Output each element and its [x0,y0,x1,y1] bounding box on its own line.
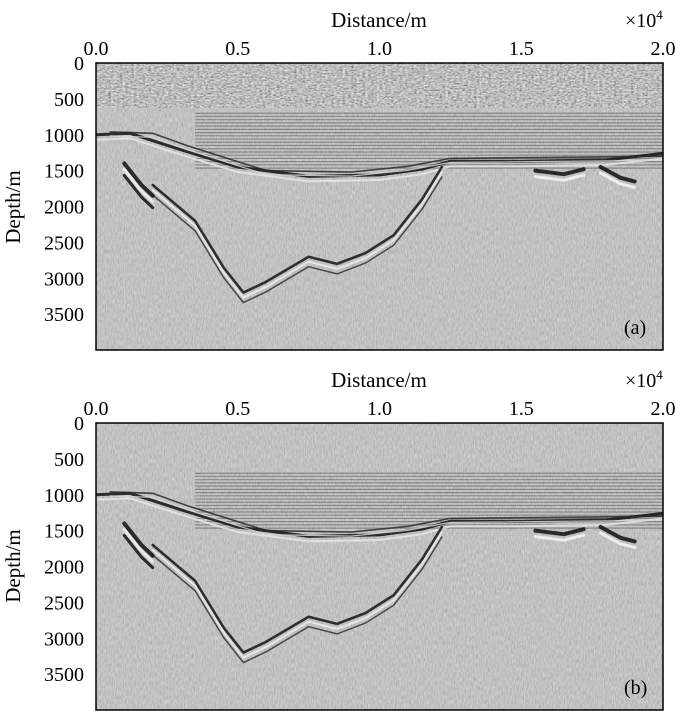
x-tick-label-b-1: 0.5 [225,398,250,420]
x-tick-labels-b: 0.0 0.5 1.0 1.5 2.0 [84,398,676,428]
x-tick-label-a-0: 0.0 [84,38,109,60]
y-tick-label-b-0: 0 [74,413,84,435]
x-tick-label-b-0: 0.0 [84,398,109,420]
reflector-right-bright-a-b-1 [533,533,586,542]
x-axis-title-a: Distance/m [331,8,427,32]
reflector-right-bright-a-a-0 [533,167,586,177]
y-tick-label-b-2: 1000 [44,485,84,507]
y-tick-label-a-1: 500 [54,89,84,111]
reflector-right-bright-b-b-0 [598,525,637,544]
y-tick-label-b-3: 1500 [44,521,84,543]
seismic-image-b [96,423,663,710]
reflector-basement-a-0 [151,165,444,294]
reflector-basement-a-1 [151,171,443,299]
reflector-layer-1-a-1 [109,135,663,177]
y-tick-label-a-3: 1500 [44,161,84,183]
reflector-left-dip-a-1 [122,167,155,204]
reflector-layer-1-b-0 [109,491,663,533]
reflector-right-bright-a-b-0 [533,527,586,537]
seismic-image-a [96,63,663,350]
x-tick-label-b-3: 1.5 [509,398,534,420]
reflector-left-dip-a-0 [122,161,155,198]
reflector-left-dip-b-2 [122,534,155,570]
x-tick-label-a-4: 2.0 [651,38,676,60]
panel-label-b: (b) [624,677,647,699]
y-tick-label-b-6: 3000 [44,628,84,650]
y-tick-label-a-5: 2500 [44,232,84,254]
panel-b: Distance/m ×104 0.0 0.5 1.0 1.5 2.0 0 500 1000… [1,367,676,711]
panel-a: Distance/m ×104 0.0 0.5 1.0 1.5 2.0 0 500 1000… [1,7,676,351]
reflectors-b [96,472,663,664]
y-tick-label-a-7: 3500 [44,304,84,326]
reflector-water-bottom-a-1 [96,137,663,183]
y-tick-label-b-7: 3500 [44,664,84,686]
y-tick-label-b-4: 2000 [44,557,84,579]
y-axis-title-b: Depth/m [1,529,25,603]
reflector-right-bright-a-a-1 [533,173,586,182]
seismic-grain-b [96,423,663,710]
y-tick-labels-b: 0 500 1000 1500 2000 2500 3000 3500 [44,413,101,686]
x-axis-title-b: Distance/m [331,368,427,392]
x-tick-label-a-2: 1.0 [367,38,392,60]
y-tick-label-a-4: 2000 [44,197,84,219]
reflector-layer-1-a-0 [109,131,663,173]
x-tick-label-b-4: 2.0 [651,398,676,420]
reflector-basement-a-2 [151,176,443,304]
surface-noise-a [96,63,663,108]
x-multiplier-a: ×104 [625,7,663,32]
panel-label-a: (a) [624,317,646,339]
reflector-right-bright-b-a-0 [598,165,637,184]
reflector-basement-b-2 [151,536,443,664]
y-tick-label-a-6: 3000 [44,268,84,290]
x-tick-label-a-1: 0.5 [225,38,250,60]
plot-frame-a [95,62,664,351]
y-tick-label-a-0: 0 [74,53,84,75]
y-tick-label-b-1: 500 [54,449,84,471]
reflector-left-dip-a-2 [122,173,155,210]
seismic-grain-a [96,63,663,350]
y-tick-label-a-2: 1000 [44,125,84,147]
reflector-basement-b-0 [151,525,444,654]
y-tick-labels-a: 0 500 1000 1500 2000 2500 3000 3500 [44,53,101,326]
reflector-basement-b-1 [151,531,443,659]
y-axis-title-a: Depth/m [1,170,25,244]
reflectors-a [96,112,663,304]
x-tick-label-a-3: 1.5 [509,38,534,60]
reflector-left-dip-b-1 [122,528,155,564]
reflector-right-bright-b-b-1 [599,531,637,549]
reflector-layer-1-b-1 [109,495,663,537]
plot-frame-b [95,422,664,711]
reflector-right-bright-b-a-1 [599,171,637,189]
surface-noise-b [96,423,663,453]
x-multiplier-b: ×104 [625,367,663,392]
x-tick-label-b-2: 1.0 [367,398,392,420]
reflector-water-bottom-b-1 [96,497,663,543]
reflector-left-dip-b-0 [122,521,155,558]
y-tick-label-b-5: 2500 [44,592,84,614]
